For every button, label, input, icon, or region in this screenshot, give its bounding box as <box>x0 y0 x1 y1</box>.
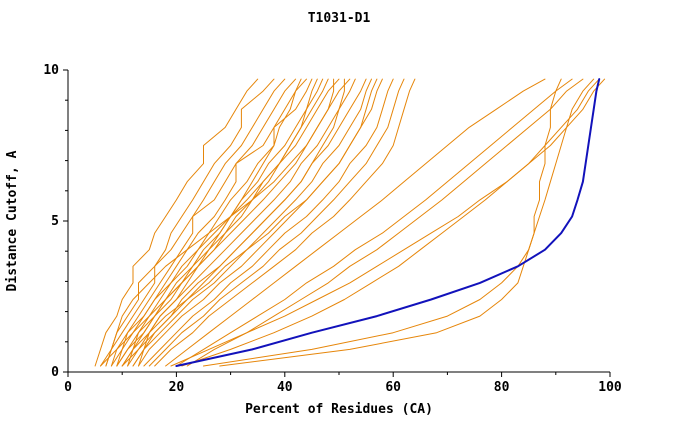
series-line-orange-15 <box>143 78 394 367</box>
x-tick-label: 80 <box>494 380 510 395</box>
series-line-orange-16 <box>148 78 405 367</box>
series-line-orange-21 <box>138 78 345 367</box>
series-line-orange-20 <box>121 78 378 367</box>
series-line-orange-22 <box>116 78 318 367</box>
y-tick-label: 0 <box>51 365 59 380</box>
x-axis-label: Percent of Residues (CA) <box>245 402 433 417</box>
x-tick-label: 0 <box>64 380 72 395</box>
ticks-layer: 0 20 40 60 80 100 0 5 10 <box>43 63 622 395</box>
y-tick-label: 10 <box>43 63 59 78</box>
series-line-orange-10 <box>116 78 351 367</box>
series-line-orange-26 <box>181 78 600 367</box>
series-line-orange-25 <box>186 78 584 367</box>
series-line-orange-09 <box>110 78 340 367</box>
series-line-orange-24 <box>175 78 573 367</box>
x-tick-label: 40 <box>277 380 293 395</box>
series-line-orange-11 <box>121 78 356 367</box>
series-line-orange-05 <box>116 78 307 367</box>
series-line-orange-14 <box>138 78 383 367</box>
x-tick-label: 20 <box>169 380 185 395</box>
series-line-orange-03 <box>105 78 286 367</box>
chart-title: T1031-D1 <box>308 11 371 26</box>
y-tick-label: 5 <box>51 214 59 229</box>
series-line-orange-18 <box>105 78 335 367</box>
series-layer <box>94 78 606 367</box>
series-line-orange-01 <box>94 78 259 367</box>
series-line-blue-main <box>175 78 601 367</box>
series-line-orange-29 <box>219 78 562 367</box>
x-tick-label: 60 <box>385 380 401 395</box>
series-line-orange-27 <box>170 78 606 367</box>
x-tick-label: 100 <box>598 380 622 395</box>
series-line-orange-06 <box>121 78 313 367</box>
series-line-orange-19 <box>100 78 302 367</box>
y-axis-label: Distance Cutoff, A <box>5 150 20 291</box>
series-line-orange-13 <box>132 78 372 367</box>
series-line-orange-04 <box>110 78 297 367</box>
series-line-orange-02 <box>100 78 275 367</box>
series-line-orange-17 <box>154 78 416 367</box>
series-line-orange-28 <box>203 78 595 367</box>
series-line-orange-23 <box>165 78 546 367</box>
